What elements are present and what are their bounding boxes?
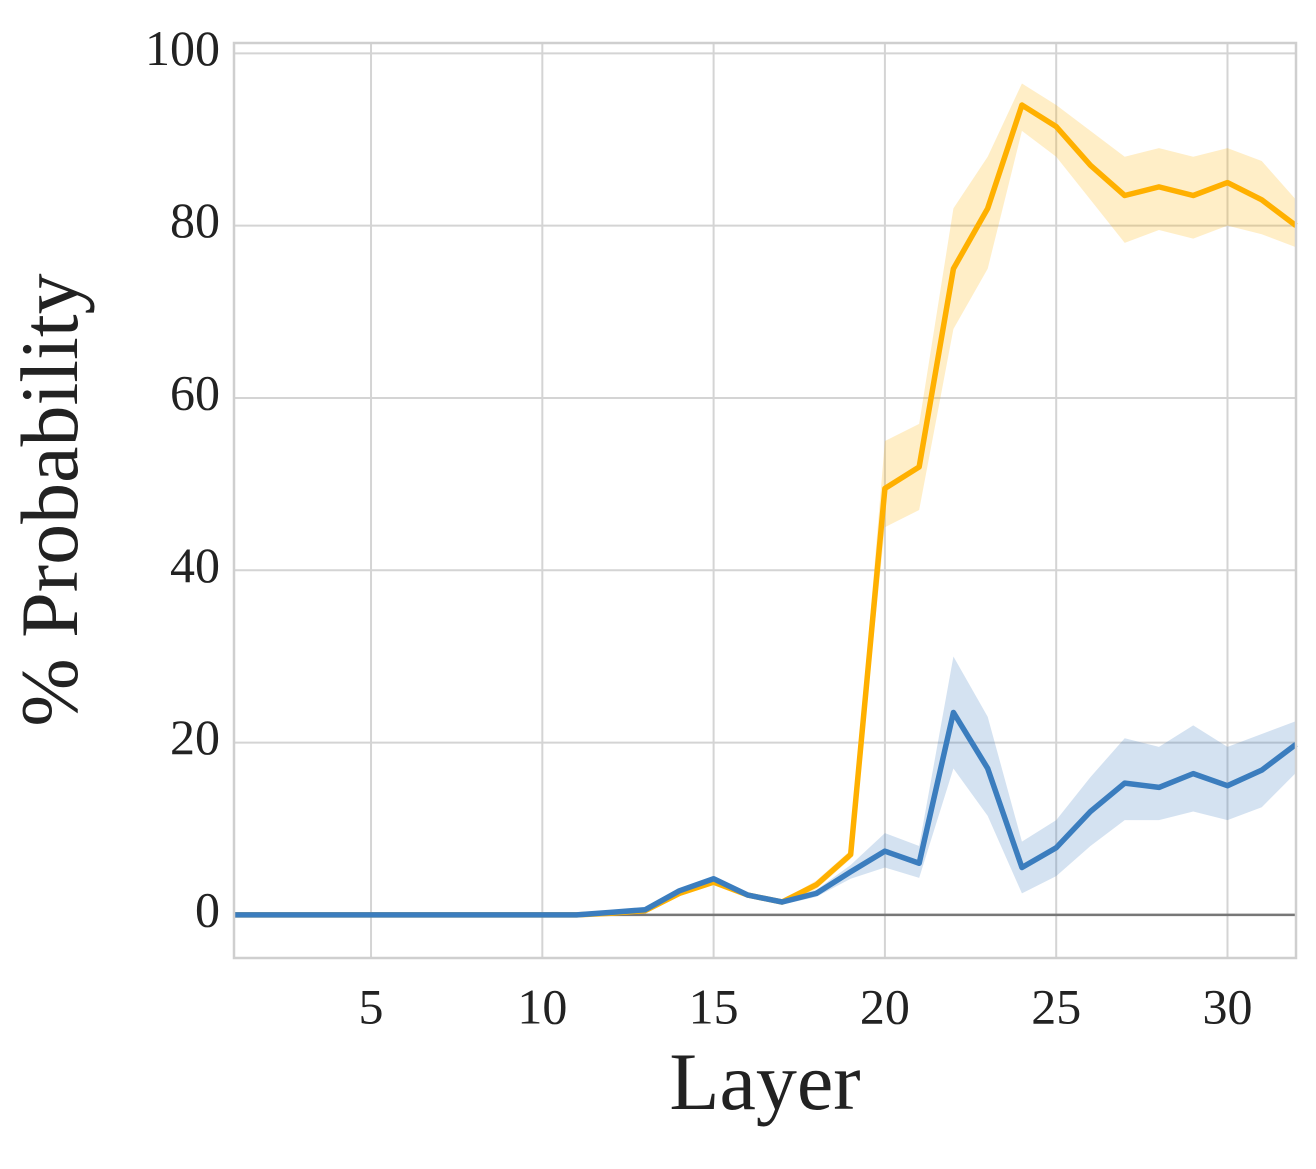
y-tick-label: 60 [170, 364, 220, 420]
x-tick-label: 20 [860, 978, 910, 1034]
series-line [234, 709, 1298, 918]
x-axis-label: Layer [669, 1036, 860, 1127]
confidence-band [234, 83, 1296, 915]
x-tick-label: 25 [1031, 978, 1081, 1034]
x-tick-label: 15 [689, 978, 739, 1034]
plot-frame [232, 41, 1298, 960]
y-tick-label: 40 [170, 537, 220, 593]
x-tick-label: 10 [517, 978, 567, 1034]
y-axis-label: % Probability [4, 273, 95, 726]
y-tick-label: 80 [170, 192, 220, 248]
x-tick-label: 30 [1202, 978, 1252, 1034]
x-tick-label: 5 [359, 978, 384, 1034]
y-tick-label: 0 [195, 881, 220, 937]
y-tick-label: 20 [170, 709, 220, 765]
confidence-band [234, 656, 1296, 915]
y-tick-label: 100 [145, 20, 220, 76]
